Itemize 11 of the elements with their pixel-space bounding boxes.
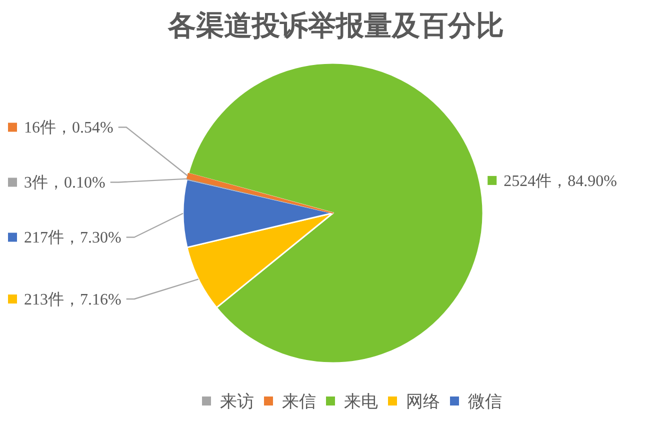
chart-title: 各渠道投诉举报量及百分比 xyxy=(167,10,504,41)
legend-label: 网络 xyxy=(406,392,440,411)
data-label: 213件，7.16% xyxy=(24,292,122,309)
data-label: 2524件，84.90% xyxy=(504,172,617,190)
legend-label: 来信 xyxy=(282,392,316,411)
data-label: 3件，0.10% xyxy=(24,174,106,192)
data-label: 217件，7.30% xyxy=(24,230,122,247)
legend-label: 来访 xyxy=(220,392,254,411)
legend-label: 来电 xyxy=(344,392,378,411)
legend-label: 微信 xyxy=(468,392,502,411)
data-label: 16件，0.54% xyxy=(24,120,114,137)
